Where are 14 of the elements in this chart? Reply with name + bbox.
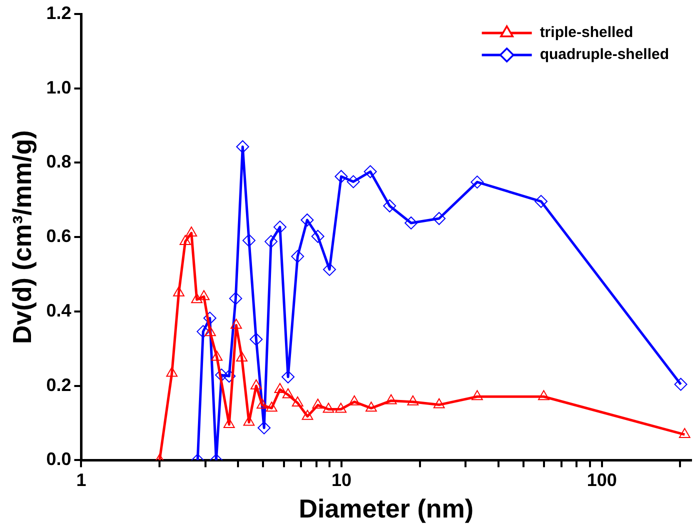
y-tick-label: 0.8 — [46, 152, 72, 172]
y-tick-label: 0.4 — [46, 300, 72, 320]
y-tick-label: 1.2 — [46, 2, 72, 23]
y-tick-label: 0.6 — [46, 226, 72, 246]
x-axis-title: Diameter (nm) — [298, 494, 474, 524]
y-tick-label: 0.0 — [46, 449, 72, 470]
legend-label: triple-shelled — [540, 24, 634, 42]
x-tick-label: 10 — [332, 470, 352, 490]
y-tick-label: 1.0 — [46, 77, 72, 98]
x-tick-label: 1 — [76, 470, 86, 490]
legend-label: quadruple-shelled — [540, 46, 670, 64]
x-tick-label: 100 — [586, 470, 617, 490]
y-axis-title: Dv(d) (cm³/mm/g) — [6, 130, 37, 344]
y-tick-label: 0.2 — [46, 374, 72, 395]
